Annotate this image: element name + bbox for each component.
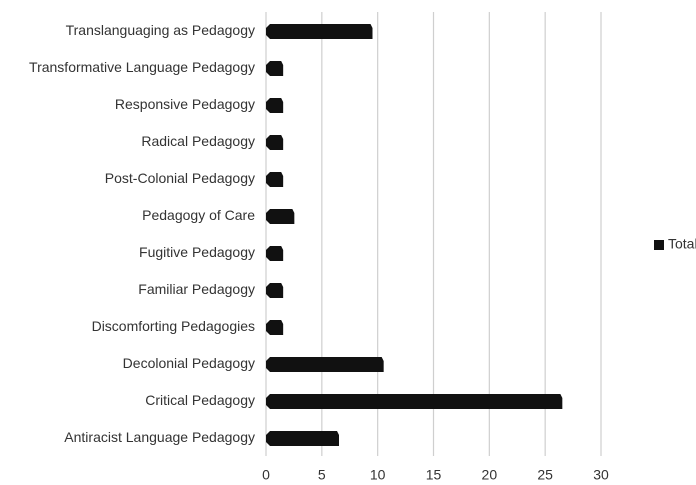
bar — [266, 357, 384, 372]
x-tick-label: 0 — [262, 467, 270, 483]
bar — [266, 24, 373, 39]
bar — [266, 135, 284, 150]
y-tick-label: Pedagogy of Care — [142, 207, 255, 223]
bar — [266, 320, 284, 335]
y-tick-label: Fugitive Pedagogy — [139, 244, 255, 260]
bar — [266, 246, 284, 261]
x-tick-label: 30 — [593, 467, 609, 483]
y-tick-label: Familiar Pedagogy — [138, 281, 255, 297]
y-tick-label: Translanguaging as Pedagogy — [66, 22, 255, 38]
x-tick-label: 25 — [537, 467, 553, 483]
bar — [266, 209, 295, 224]
bar — [266, 172, 284, 187]
x-tick-label: 5 — [318, 467, 326, 483]
bar — [266, 394, 563, 409]
y-tick-label: Transformative Language Pedagogy — [29, 59, 255, 75]
bar — [266, 61, 284, 76]
legend-swatch — [654, 240, 664, 250]
bar — [266, 98, 284, 113]
y-tick-label: Critical Pedagogy — [145, 392, 255, 408]
legend-label: Total — [668, 236, 696, 252]
bar — [266, 431, 339, 446]
bar — [266, 283, 284, 298]
y-tick-label: Antiracist Language Pedagogy — [64, 429, 255, 445]
y-tick-label: Radical Pedagogy — [141, 133, 255, 149]
x-tick-label: 10 — [370, 467, 386, 483]
x-tick-label: 20 — [482, 467, 498, 483]
y-tick-label: Responsive Pedagogy — [115, 96, 255, 112]
y-tick-label: Discomforting Pedagogies — [92, 318, 255, 334]
y-tick-label: Decolonial Pedagogy — [123, 355, 255, 371]
x-tick-label: 15 — [426, 467, 442, 483]
y-tick-label: Post-Colonial Pedagogy — [105, 170, 255, 186]
